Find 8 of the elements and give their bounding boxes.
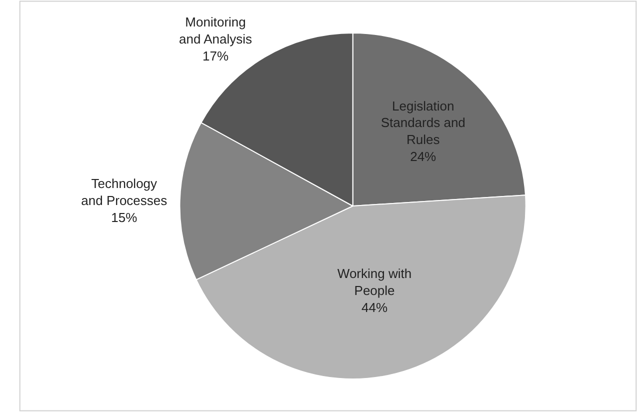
data-label: 17%	[202, 48, 229, 64]
data-label: 15%	[111, 210, 138, 225]
slice-label: Technology and Processes	[81, 176, 168, 208]
data-label: 44%	[361, 300, 388, 315]
slice-label: Monitoring and Analysis	[179, 14, 253, 46]
slice-label: Legislation Standards and Rules	[380, 98, 466, 148]
slice-label: Working with People	[337, 266, 412, 298]
data-label: 24%	[410, 148, 437, 164]
